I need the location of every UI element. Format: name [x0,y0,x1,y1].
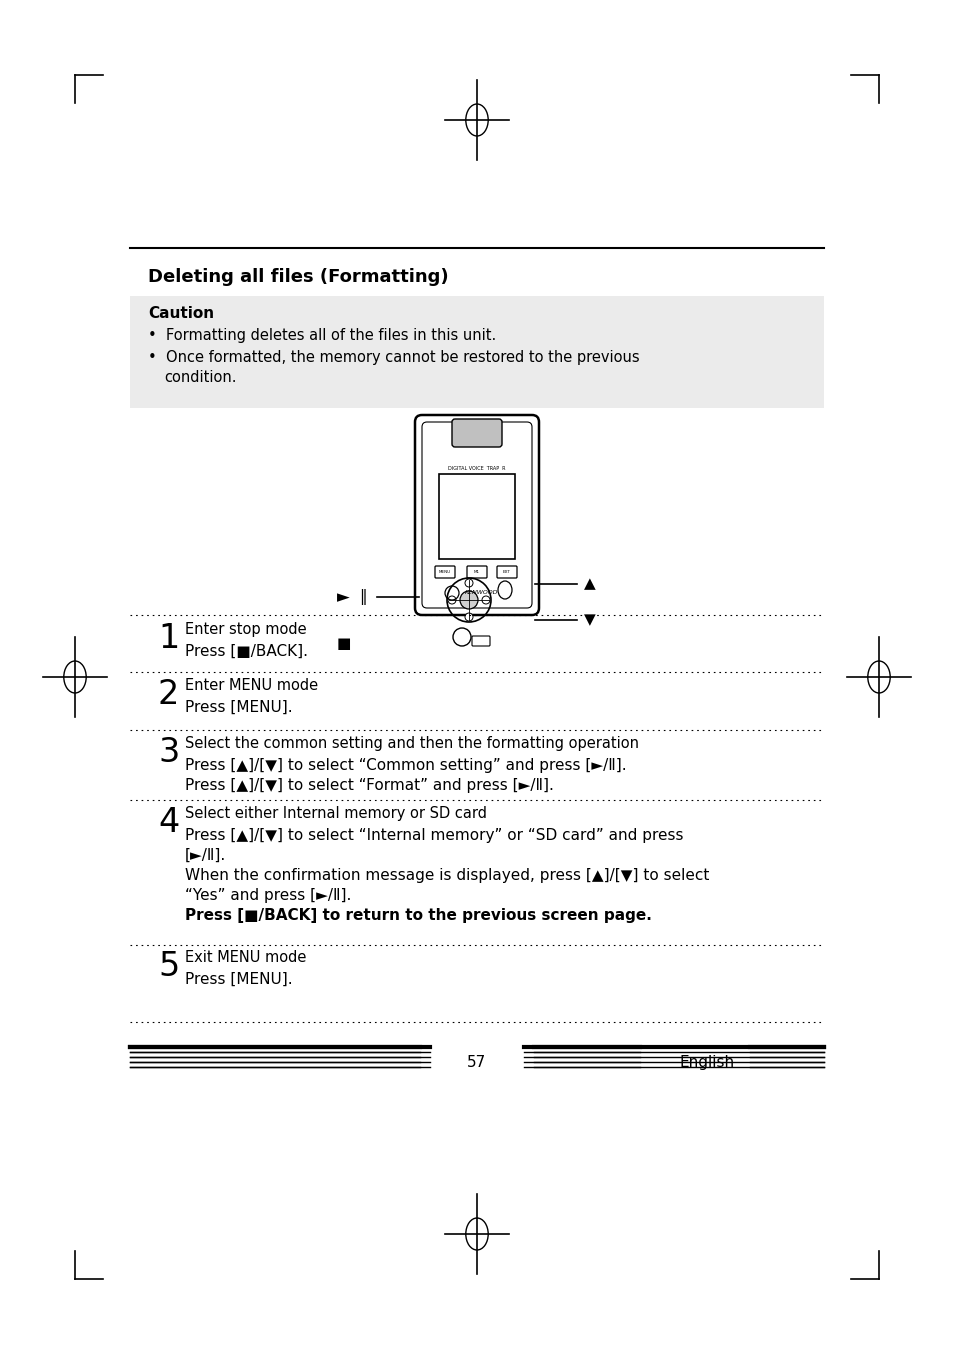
Text: 4: 4 [158,806,179,839]
Circle shape [481,596,490,604]
Bar [438,474,515,559]
Text: DIGITAL VOICE  TRAP  R: DIGITAL VOICE TRAP R [448,466,505,471]
Text: 2: 2 [158,678,179,711]
Text: [►/Ⅱ].: [►/Ⅱ]. [185,848,226,862]
Text: Press [▲]/[▼] to select “Common setting” and press [►/Ⅱ].: Press [▲]/[▼] to select “Common setting”… [185,758,626,773]
Text: Caution: Caution [148,306,213,321]
Text: M1: M1 [474,570,479,574]
Ellipse shape [497,581,512,598]
FancyBboxPatch shape [467,566,486,578]
Text: EXT: EXT [502,570,511,574]
Text: 5: 5 [158,951,179,983]
Text: English: English [679,1055,735,1070]
Text: ▲: ▲ [583,577,595,592]
Text: When the confirmation message is displayed, press [▲]/[▼] to select: When the confirmation message is display… [185,868,709,883]
Text: ‖: ‖ [359,589,367,605]
Text: 1: 1 [158,621,179,655]
Text: Select either Internal memory or SD card: Select either Internal memory or SD card [185,806,486,821]
Text: Press [▲]/[▼] to select “Format” and press [►/Ⅱ].: Press [▲]/[▼] to select “Format” and pre… [185,779,554,793]
FancyBboxPatch shape [415,414,538,615]
Text: Exit MENU mode: Exit MENU mode [185,951,306,965]
Text: Select the common setting and then the formatting operation: Select the common setting and then the f… [185,737,639,751]
FancyBboxPatch shape [472,636,490,646]
Text: Press [MENU].: Press [MENU]. [185,972,293,987]
Text: ►: ► [337,588,350,607]
Text: •  Formatting deletes all of the files in this unit.: • Formatting deletes all of the files in… [148,328,496,343]
Text: 3: 3 [158,737,179,769]
Text: ■: ■ [336,636,351,651]
Text: ▼: ▼ [583,612,595,627]
Text: Deleting all files (Formatting): Deleting all files (Formatting) [148,268,448,286]
Text: 57: 57 [467,1055,486,1070]
FancyBboxPatch shape [421,422,532,608]
Circle shape [464,580,473,588]
Text: •  Once formatted, the memory cannot be restored to the previous: • Once formatted, the memory cannot be r… [148,349,639,366]
Bar [130,297,823,408]
FancyBboxPatch shape [497,566,517,578]
FancyBboxPatch shape [435,566,455,578]
Text: Press [■/BACK].: Press [■/BACK]. [185,645,308,659]
Text: condition.: condition. [164,370,236,385]
Text: Press [MENU].: Press [MENU]. [185,700,293,715]
Circle shape [459,590,477,609]
Circle shape [464,613,473,621]
Text: MENU: MENU [438,570,451,574]
Text: Press [▲]/[▼] to select “Internal memory” or “SD card” and press: Press [▲]/[▼] to select “Internal memory… [185,829,682,844]
Text: KENWOOD: KENWOOD [465,590,498,594]
FancyBboxPatch shape [452,418,501,447]
Text: “Yes” and press [►/Ⅱ].: “Yes” and press [►/Ⅱ]. [185,888,351,903]
Circle shape [448,596,456,604]
Text: Enter stop mode: Enter stop mode [185,621,306,636]
Text: Enter MENU mode: Enter MENU mode [185,678,317,693]
Text: Press [■/BACK] to return to the previous screen page.: Press [■/BACK] to return to the previous… [185,909,651,923]
